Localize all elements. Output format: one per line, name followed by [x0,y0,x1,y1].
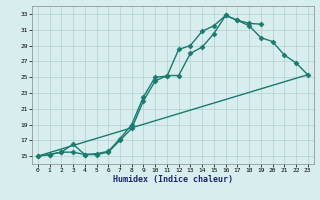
X-axis label: Humidex (Indice chaleur): Humidex (Indice chaleur) [113,175,233,184]
